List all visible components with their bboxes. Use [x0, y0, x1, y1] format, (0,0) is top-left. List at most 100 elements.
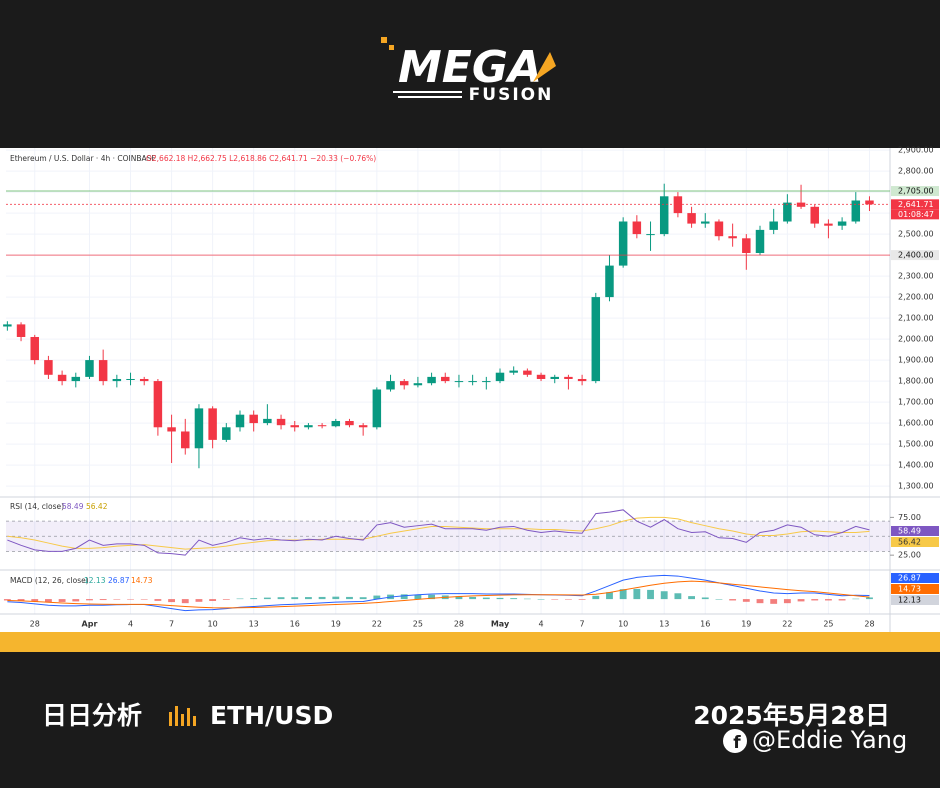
icon-bar: [175, 706, 178, 726]
candle-body: [783, 202, 792, 222]
macd-histogram-bar: [482, 597, 490, 600]
candle-body: [468, 381, 477, 383]
y-tick-label: 1,600.00: [898, 419, 934, 428]
macd-histogram-bar: [660, 591, 668, 600]
rsi-value-box: [891, 526, 939, 536]
macd-histogram-bar: [537, 599, 545, 600]
x-tick-label: 25: [823, 620, 833, 629]
candle-body: [413, 383, 423, 386]
x-tick-label: 25: [413, 620, 423, 629]
macd-histogram-bar: [565, 599, 572, 600]
x-tick-label: 19: [741, 620, 751, 629]
logo-main: MEGA: [398, 42, 542, 93]
x-tick-label: 13: [659, 620, 669, 629]
rsi-value: 58.49: [62, 502, 84, 511]
x-tick-label: 10: [618, 620, 628, 629]
macd-histogram-bar: [140, 599, 148, 600]
macd-histogram-bar: [127, 599, 134, 600]
x-tick-label: 7: [580, 620, 585, 629]
candle-body: [509, 370, 518, 373]
candle-body: [837, 221, 847, 226]
macd-histogram-bar: [195, 599, 203, 602]
x-tick-label: 4: [128, 620, 133, 629]
macd-histogram-bar: [606, 592, 613, 600]
candle-body: [728, 236, 737, 239]
candle-body: [372, 389, 382, 428]
macd-histogram-bar: [496, 597, 504, 600]
macd-histogram-bar: [729, 599, 737, 601]
candle-body: [550, 376, 559, 379]
candle-body: [331, 420, 341, 427]
candle-body: [482, 381, 491, 383]
macd-histogram-bar: [263, 597, 271, 600]
x-tick-label: May: [491, 620, 510, 629]
macd-histogram-bar: [86, 599, 93, 601]
candle-body: [71, 376, 81, 382]
signal-value: 14.73: [131, 576, 153, 585]
candle-body: [276, 418, 286, 426]
candle-body: [85, 360, 94, 377]
candle-body: [618, 221, 628, 266]
y-tick-label: 1,300.00: [898, 482, 934, 491]
macd-histogram-bar: [318, 596, 326, 600]
candle-body: [851, 200, 861, 222]
facebook-glyph: f: [733, 733, 741, 753]
y-tick-label: 2,300.00: [898, 272, 934, 281]
candle-body: [796, 202, 806, 207]
candle-body: [865, 200, 874, 205]
footer-author: @Eddie Yang: [752, 726, 907, 754]
macd-histogram-bar: [715, 599, 723, 600]
candle-body: [317, 425, 327, 427]
macd-histogram-bar: [811, 599, 819, 601]
accent-band: [0, 632, 940, 652]
macd-histogram-bar: [510, 598, 518, 600]
footer-date: 2025年5月28日: [693, 701, 890, 730]
x-tick-label: 22: [372, 620, 382, 629]
macd-label: 14.73: [898, 585, 921, 594]
x-tick-label: Apr: [82, 620, 98, 629]
logo-sub: FUSION: [469, 85, 554, 105]
macd-histogram-bar: [688, 596, 695, 600]
macd-histogram-bar: [209, 599, 217, 601]
level-label: 2,400.00: [898, 251, 934, 260]
macd-histogram-bar: [619, 589, 627, 600]
x-tick-label: 16: [290, 620, 300, 629]
candle-body: [44, 360, 53, 375]
macd-histogram-bar: [838, 599, 846, 601]
candle-body: [441, 376, 450, 382]
candle-body: [742, 238, 751, 253]
macd-histogram-bar: [45, 599, 52, 603]
macd-histogram-bar: [346, 596, 353, 600]
candle-body: [345, 420, 354, 426]
macd-histogram-bar: [701, 597, 709, 600]
macd-histogram-bar: [674, 593, 682, 600]
macd-histogram-bar: [236, 598, 244, 600]
candle-body: [153, 381, 163, 428]
y-tick-label: 2,900.00: [898, 146, 934, 155]
icon-bar: [181, 714, 184, 726]
macd-histogram-bar: [592, 595, 600, 600]
signal-line: [7, 580, 870, 609]
macd-histogram-bar: [277, 597, 285, 600]
candle-body: [194, 408, 204, 449]
y-tick-label: 2,200.00: [898, 293, 934, 302]
candle-body: [454, 381, 464, 383]
candle-body: [399, 381, 409, 386]
candle-body: [235, 414, 245, 428]
y-tick-label: 2,500.00: [898, 230, 934, 239]
macd-label-box: [891, 595, 939, 605]
candle-body: [358, 425, 368, 428]
y-tick-label: 1,400.00: [898, 461, 934, 470]
y-tick-label: 2,000.00: [898, 335, 934, 344]
candle-body: [57, 374, 67, 382]
macd-hist-value: 12.13: [84, 576, 106, 585]
candle-body: [30, 336, 39, 361]
rsi-ma-box: [891, 537, 939, 547]
macd-histogram-bar: [797, 599, 805, 602]
candle-body: [16, 324, 26, 337]
countdown-box: [891, 209, 939, 220]
icon-bar: [169, 712, 172, 726]
logo-dot: [389, 45, 394, 50]
